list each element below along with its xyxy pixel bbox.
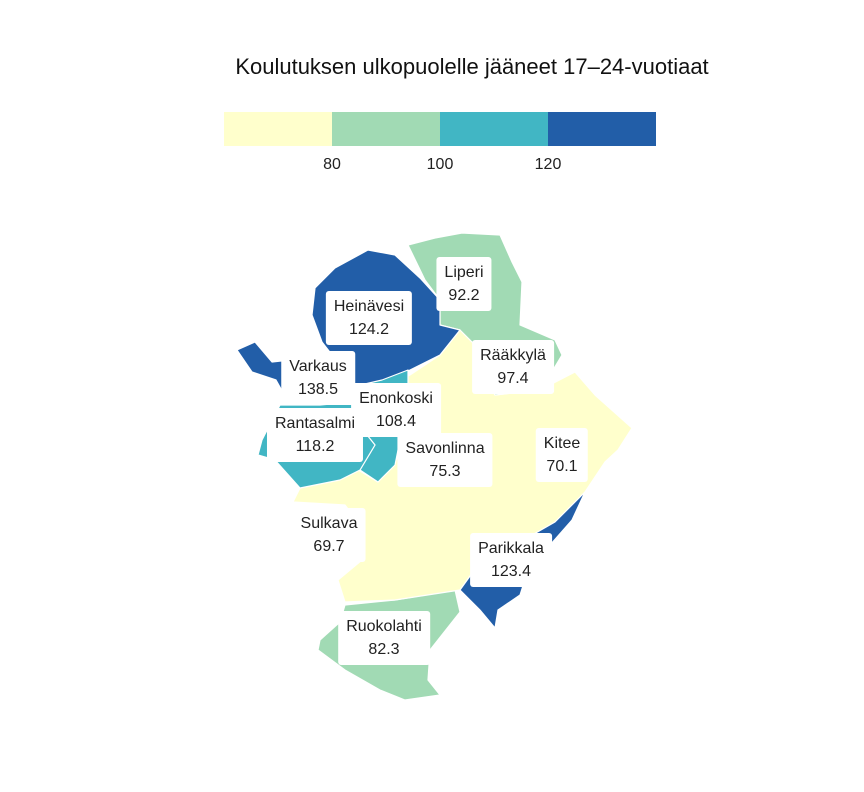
label-varkaus: Varkaus 138.5 — [281, 351, 355, 405]
legend-swatch-mid-low — [332, 112, 441, 146]
legend-swatch-low — [224, 112, 333, 146]
label-parikkala: Parikkala 123.4 — [470, 533, 552, 587]
region-name: Sulkava — [300, 515, 358, 532]
legend-tick-80: 80 — [323, 156, 341, 173]
legend-swatch-mid-high — [440, 112, 549, 146]
region-name: Heinävesi — [333, 298, 405, 315]
region-name: Ruokolahti — [346, 618, 422, 635]
region-value: 82.3 — [368, 641, 400, 658]
region-value: 70.1 — [546, 458, 578, 475]
map-title: Koulutuksen ulkopuolelle jääneet 17–24-v… — [235, 54, 709, 79]
legend-tick-100: 100 — [426, 156, 454, 173]
region-value: 118.2 — [295, 438, 335, 455]
label-sulkava: Sulkava 69.7 — [292, 508, 366, 562]
region-name: Rääkkylä — [480, 347, 546, 364]
legend-swatch-high — [548, 112, 656, 146]
region-value: 75.3 — [429, 463, 461, 480]
label-enonkoski: Enonkoski 108.4 — [351, 383, 441, 437]
color-legend: 80 100 120 — [0, 0, 864, 200]
label-ruokolahti: Ruokolahti 82.3 — [338, 611, 430, 665]
region-name: Varkaus — [289, 358, 347, 375]
region-value: 124.2 — [348, 321, 390, 338]
label-kitee: Kitee 70.1 — [535, 428, 589, 482]
region-name: Kitee — [543, 435, 581, 452]
region-name: Parikkala — [478, 540, 544, 557]
label-savonlinna: Savonlinna 75.3 — [397, 433, 493, 487]
region-value: 92.2 — [448, 287, 480, 304]
region-value: 138.5 — [297, 381, 339, 398]
region-value: 108.4 — [375, 413, 417, 430]
region-name: Enonkoski — [359, 390, 433, 407]
label-heinavesi: Heinävesi 124.2 — [325, 291, 413, 345]
region-name: Savonlinna — [405, 440, 485, 457]
region-value: 69.7 — [313, 538, 345, 555]
region-value: 97.4 — [497, 370, 529, 387]
region-name: Liperi — [444, 264, 484, 281]
region-value: 123.4 — [490, 563, 532, 580]
label-liperi: Liperi 92.2 — [436, 257, 492, 311]
label-rantasalmi: Rantasalmi 118.2 — [266, 408, 364, 462]
region-name: Rantasalmi — [274, 415, 356, 432]
label-raakkyla: Rääkkylä 97.4 — [472, 340, 554, 394]
legend-tick-120: 120 — [534, 156, 562, 173]
